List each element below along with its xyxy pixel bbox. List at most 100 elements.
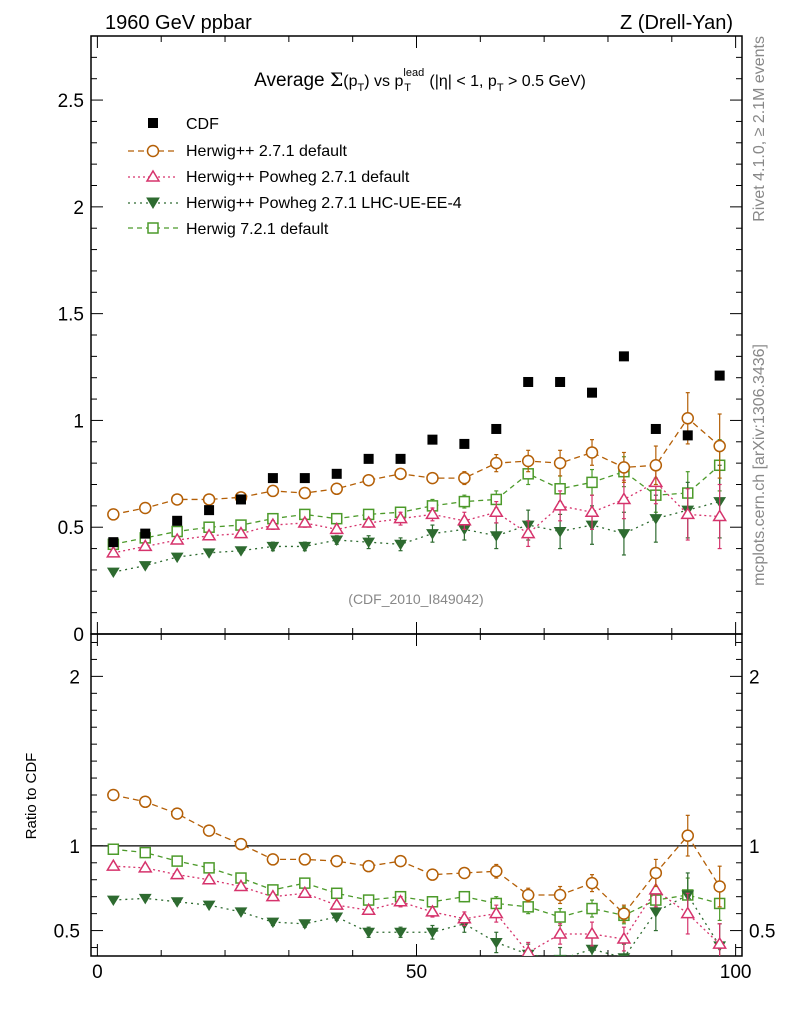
main-powheg-lhc-point xyxy=(298,541,312,553)
y-tick-label-main: 0 xyxy=(73,625,84,646)
main-herwig271-point xyxy=(585,446,599,459)
y-tick-label-ratio: 0.5 xyxy=(54,922,80,943)
main-herwig271-point xyxy=(362,473,375,487)
ratio-powheg-lhc-point xyxy=(649,907,663,918)
main-powheg-default-point xyxy=(520,526,536,539)
ratio-herwig271-point xyxy=(490,865,503,878)
ratio-powheg-default-point xyxy=(297,885,313,899)
main-powheg-default-point xyxy=(457,513,472,526)
title-sup: lead xyxy=(403,67,424,79)
cdf-data-point xyxy=(523,376,534,387)
ratio-powheg-default-point xyxy=(712,936,727,949)
main-powheg-lhc-point xyxy=(266,541,280,553)
title-part-e: > 0.5 GeV) xyxy=(504,73,586,90)
ratio-powheg-default-point xyxy=(552,926,568,939)
ratio-powheg-default-point xyxy=(233,879,249,892)
ratio-herwig271-point xyxy=(362,859,375,873)
cdf-data-point xyxy=(363,453,374,464)
ratio-powheg-default-point xyxy=(106,858,121,871)
ratio-powheg-default-point xyxy=(616,931,632,944)
main-herwig271-point xyxy=(458,471,471,485)
y-tick-label-main: 1.5 xyxy=(58,305,84,326)
main-herwig721-point xyxy=(458,495,471,508)
main-powheg-default-point xyxy=(233,526,249,539)
main-herwig271-point xyxy=(649,459,663,472)
main-powheg-default-point xyxy=(265,517,281,530)
legend-marker-cdf xyxy=(148,118,158,128)
ratio-powheg-default-point xyxy=(425,904,440,917)
main-herwig271-point xyxy=(170,493,184,506)
main-powheg-lhc-point xyxy=(489,531,503,542)
plot-area xyxy=(106,351,727,956)
cdf-data-point xyxy=(395,453,406,464)
main-powheg-lhc-point xyxy=(170,552,184,564)
ratio-powheg-default-point xyxy=(584,926,600,939)
title-sub2: T xyxy=(404,82,411,94)
main-herwig271-point xyxy=(266,484,280,498)
x-tick-label: 50 xyxy=(406,962,427,983)
ratio-herwig271-point xyxy=(713,880,726,893)
main-herwig271-point xyxy=(617,461,631,474)
ratio-powheg-lhc-point xyxy=(489,937,503,949)
ratio-powheg-default-point xyxy=(648,882,664,895)
ratio-powheg-lhc-point xyxy=(298,919,312,930)
ratio-powheg-default-point xyxy=(361,902,376,915)
main-powheg-lhc-point xyxy=(553,526,567,538)
ratio-powheg-default-line xyxy=(113,865,721,954)
cdf-data-point xyxy=(491,423,502,434)
ratio-herwig271-point xyxy=(394,854,407,868)
title-sub3: T xyxy=(497,82,504,94)
main-powheg-lhc-line xyxy=(113,500,720,573)
main-herwig271-point xyxy=(681,412,694,425)
cdf-data-point xyxy=(299,473,310,484)
cdf-data-point xyxy=(555,376,566,387)
cdf-data-point xyxy=(459,438,470,449)
ratio-herwig721-point xyxy=(330,887,343,900)
y-tick-label-ratio-right: 2 xyxy=(749,667,760,688)
main-powheg-lhc-point xyxy=(106,567,120,579)
ratio-series-group xyxy=(106,788,727,956)
rivet-label: Rivet 4.1.0, ≥ 2.1M events xyxy=(751,36,768,222)
y-tick-label-ratio: 2 xyxy=(69,667,80,688)
main-powheg-default-point xyxy=(393,511,408,524)
main-powheg-default-point xyxy=(169,532,185,545)
y-tick-label-ratio-right: 0.5 xyxy=(749,922,775,943)
main-powheg-default-point xyxy=(552,498,568,511)
ratio-powheg-default-point xyxy=(393,894,408,907)
legend-label-powheg-default: Herwig++ Powheg 2.7.1 default xyxy=(186,169,410,186)
y-tick-label-main: 1 xyxy=(73,411,84,432)
ratio-powheg-lhc-point xyxy=(617,953,631,956)
y-tick-label-ratio: 1 xyxy=(69,837,80,858)
main-powheg-lhc-point xyxy=(330,535,344,546)
title-part-b: (p xyxy=(343,73,357,90)
ratio-powheg-default-point xyxy=(137,860,153,873)
cdf-data-point xyxy=(204,505,215,516)
header-left: 1960 GeV ppbar xyxy=(105,12,252,34)
main-herwig271-point xyxy=(298,486,312,500)
main-powheg-lhc-point xyxy=(649,514,663,525)
main-herwig271-point xyxy=(490,456,503,470)
main-powheg-default-point xyxy=(488,504,504,518)
main-powheg-lhc-point xyxy=(394,539,407,551)
main-powheg-default-line xyxy=(113,481,720,554)
ratio-powheg-lhc-point xyxy=(106,895,120,907)
legend-marker-herwig271 xyxy=(146,144,160,158)
ratio-powheg-lhc-point xyxy=(170,897,184,908)
cdf-data-point xyxy=(140,528,151,539)
ratio-powheg-lhc-point xyxy=(330,912,344,923)
main-powheg-default-point xyxy=(329,521,345,535)
mcplots-label: mcplots.cern.ch [arXiv:1306.3436] xyxy=(751,344,768,586)
main-herwig271-point xyxy=(521,454,535,468)
ratio-herwig721-point xyxy=(139,846,151,859)
main-powheg-lhc-point xyxy=(617,529,631,540)
cdf-data-point xyxy=(650,423,661,434)
ratio-ylabel: Ratio to CDF xyxy=(23,753,40,840)
ratio-herwig271-point xyxy=(330,854,343,868)
legend: CDF Herwig++ 2.7.1 default Herwig++ Powh… xyxy=(128,116,462,238)
title-sigma: Σ xyxy=(330,69,343,91)
ratio-herwig721-point xyxy=(554,911,566,923)
legend-label-cdf: CDF xyxy=(186,116,219,133)
title-sub1: T xyxy=(358,82,365,94)
ratio-herwig271-point xyxy=(266,853,280,866)
ratio-herwig271-point xyxy=(649,866,663,880)
